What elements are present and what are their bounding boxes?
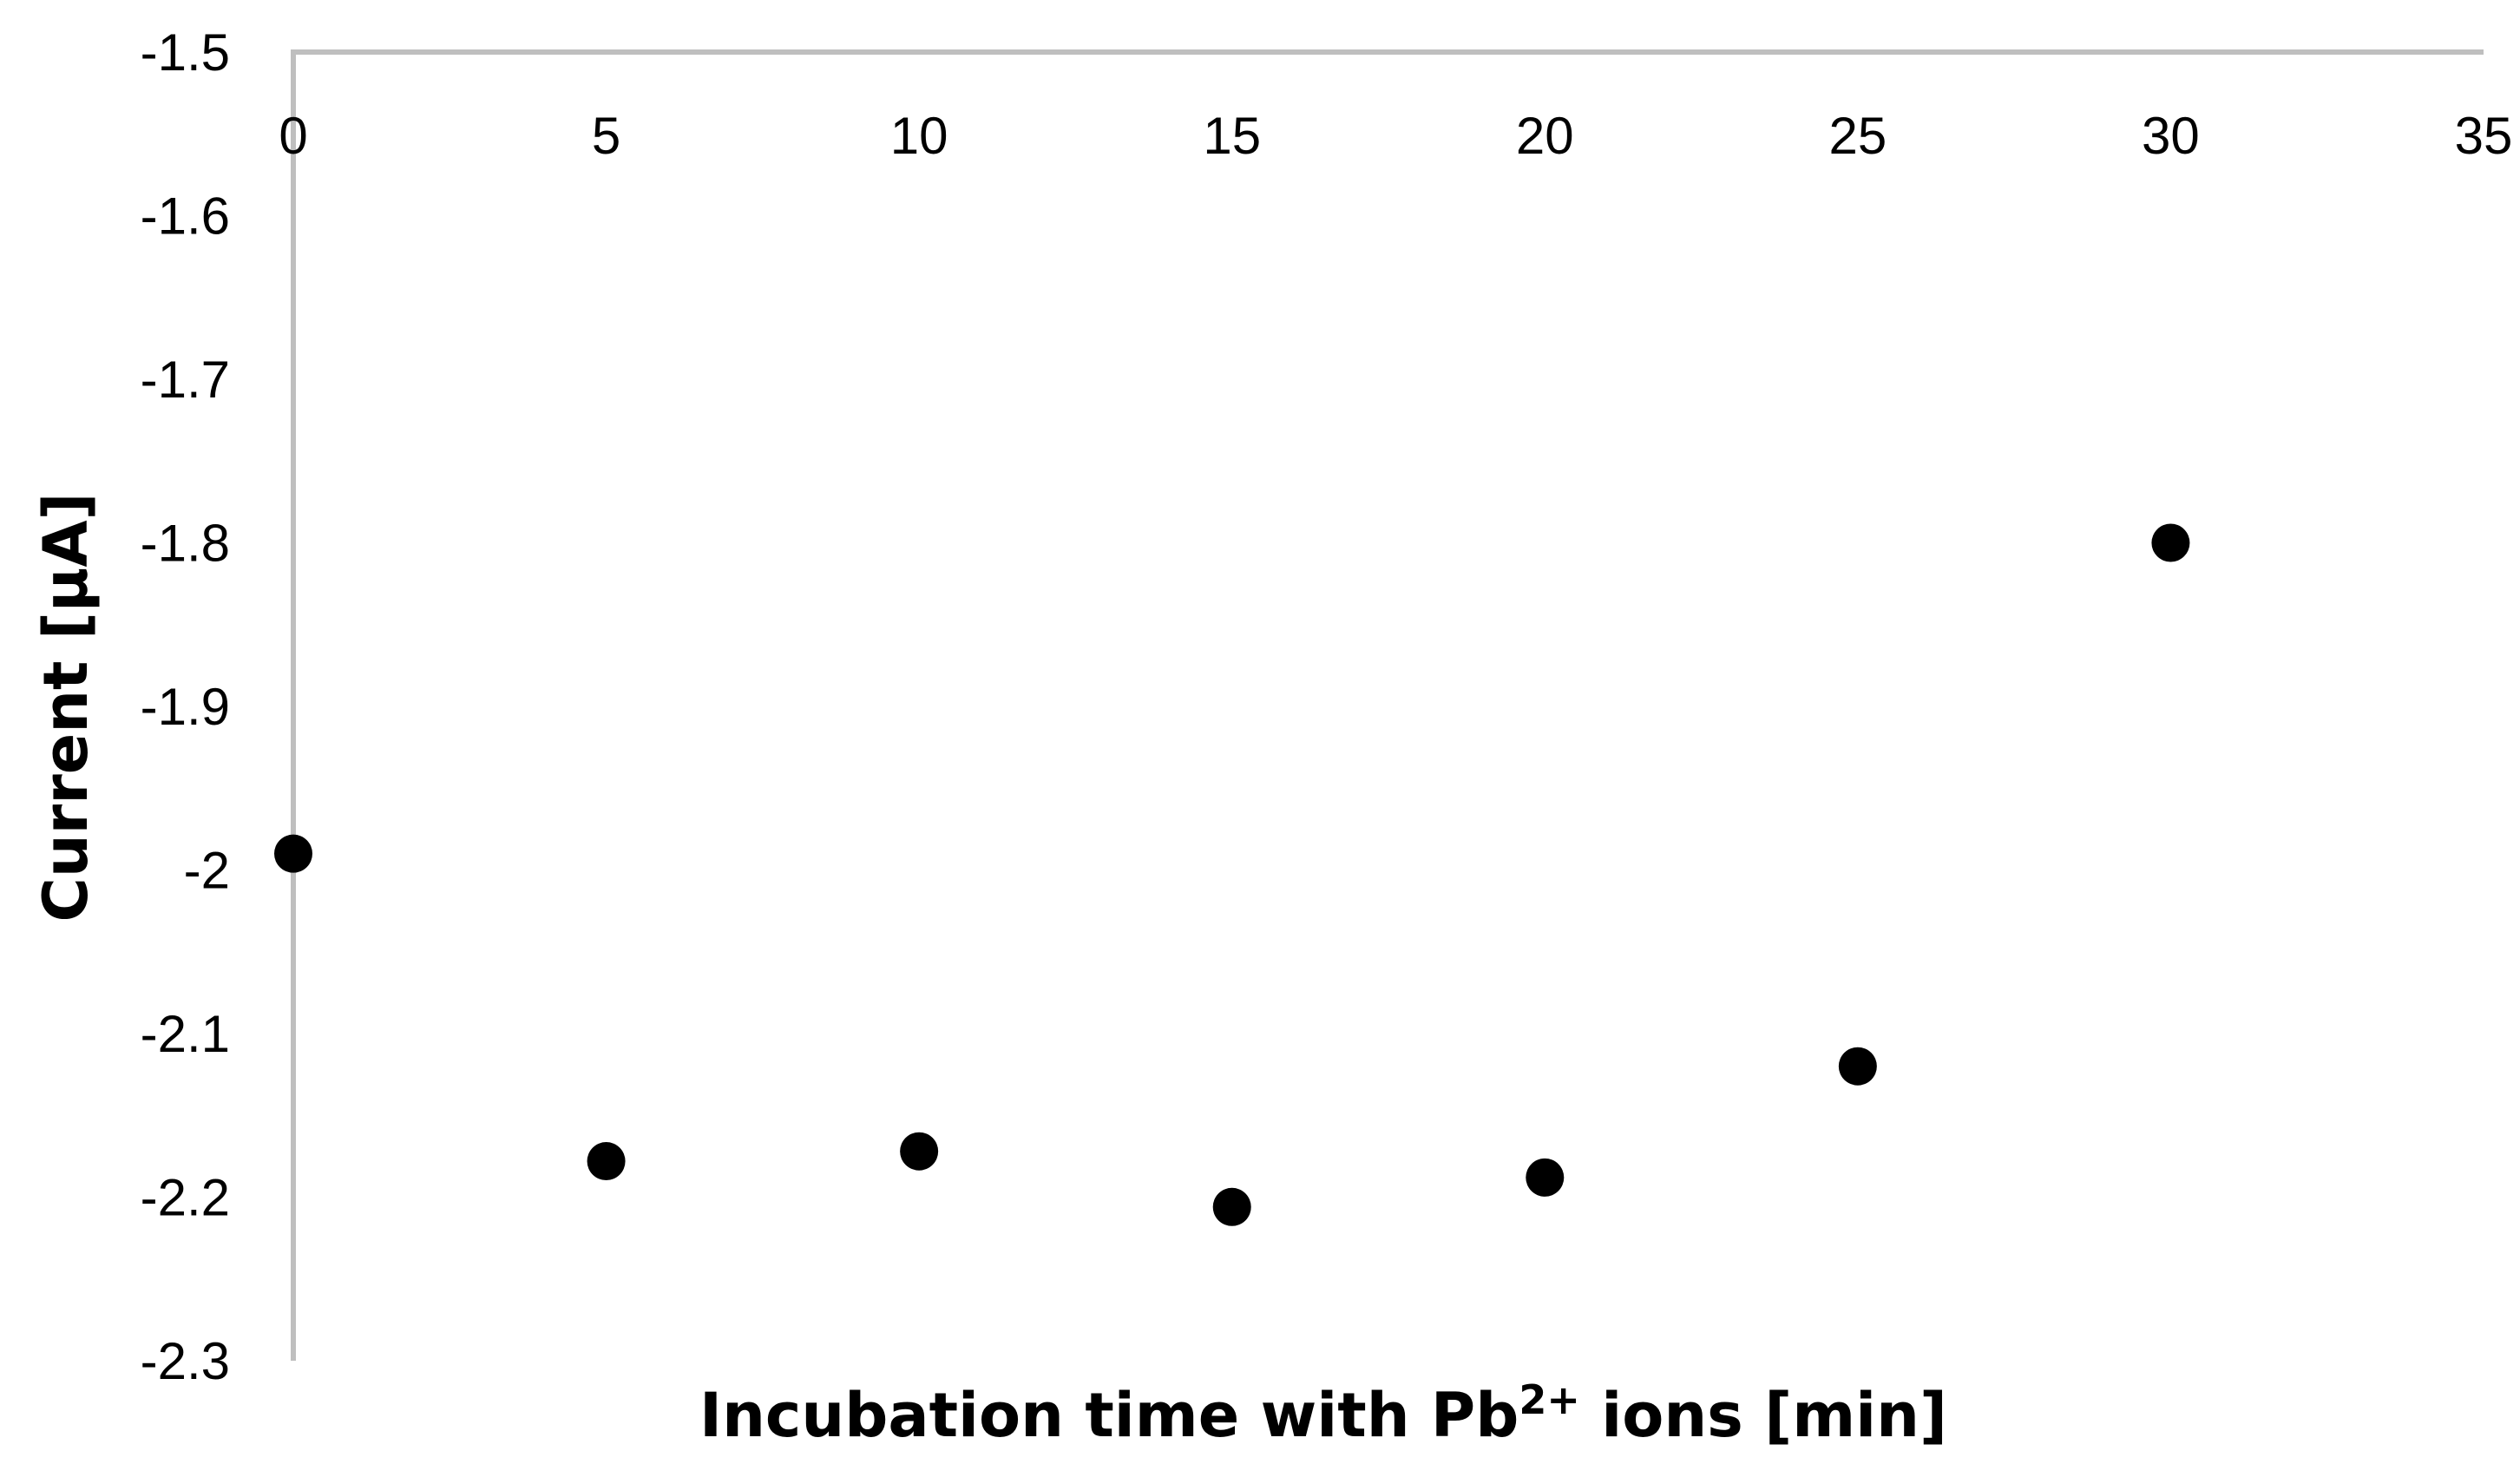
x-tick-label: 25 <box>1828 107 1887 165</box>
x-tick-label: 15 <box>1203 107 1261 165</box>
y-tick-label: -1.9 <box>141 678 230 736</box>
x-tick-labels: 0 5 10 15 20 25 30 35 <box>279 107 2512 165</box>
data-point <box>274 834 312 873</box>
x-axis-title: Incubation time with Pb2+ ions [min] <box>699 1376 1947 1451</box>
y-tick-label: -2.1 <box>141 1005 230 1063</box>
y-tick-label: -2 <box>184 842 230 900</box>
x-tick-label: 30 <box>2142 107 2200 165</box>
y-tick-label: -1.7 <box>141 351 230 409</box>
x-tick-label: 10 <box>890 107 948 165</box>
x-axis-title-suffix: ions [min] <box>1580 1380 1947 1451</box>
data-point <box>2151 523 2190 562</box>
y-tick-label: -1.8 <box>141 515 230 573</box>
x-tick-label: 5 <box>592 107 620 165</box>
data-points <box>274 523 2190 1226</box>
data-point <box>1838 1047 1877 1086</box>
y-tick-labels: -1.5 -1.6 -1.7 -1.8 -1.9 -2 -2.1 -2.2 -2.3 <box>141 23 230 1390</box>
y-tick-label: -1.5 <box>141 23 230 82</box>
data-point <box>1212 1187 1251 1226</box>
x-tick-label: 35 <box>2455 107 2513 165</box>
y-tick-label: -2.2 <box>141 1169 230 1227</box>
x-axis-title-superscript: 2+ <box>1519 1376 1580 1423</box>
x-axis-title-main: Incubation time with Pb <box>699 1380 1519 1451</box>
y-tick-label: -1.6 <box>141 187 230 246</box>
data-point <box>900 1132 939 1171</box>
axes <box>291 49 2484 1361</box>
y-axis-title: Current [µA] <box>30 492 102 922</box>
data-point <box>587 1142 626 1181</box>
x-tick-label: 20 <box>1516 107 1574 165</box>
y-tick-label: -2.3 <box>141 1332 230 1390</box>
data-point <box>1526 1158 1565 1197</box>
x-tick-label: 0 <box>279 107 307 165</box>
